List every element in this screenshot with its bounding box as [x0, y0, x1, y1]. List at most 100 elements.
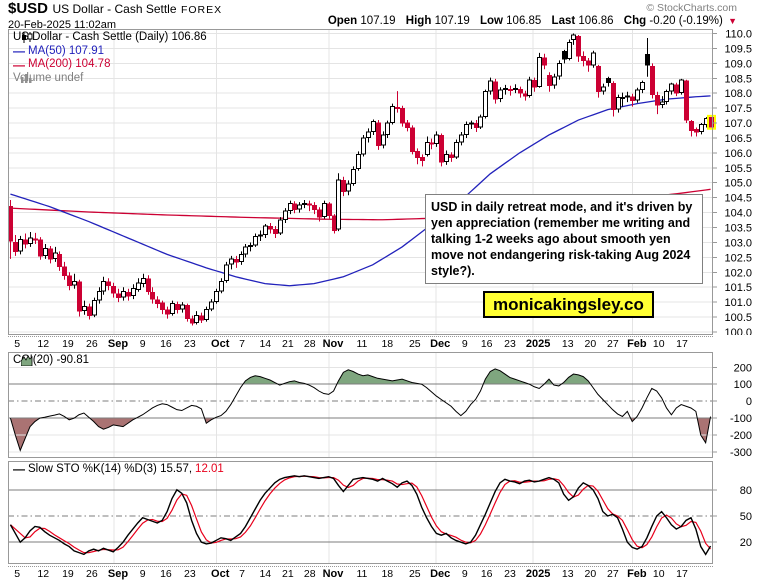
date-label: 7: [239, 568, 245, 580]
chg-value: -0.20 (-0.19%): [649, 15, 723, 27]
y-axis-tick: -300: [730, 447, 752, 458]
candle-body: [591, 52, 596, 66]
price-legend: US Dollar - Cash Settle (Daily) 106.86 —…: [13, 31, 207, 85]
candle-body: [537, 56, 542, 88]
y-axis-tick: 110.0: [725, 29, 752, 40]
change-down-triangle-icon: ▼: [728, 16, 737, 26]
candle-body: [606, 77, 611, 84]
date-label: 13: [561, 338, 574, 350]
candle-body: [283, 210, 288, 220]
candle-body: [87, 306, 92, 317]
y-axis-tick: 102.5: [724, 252, 752, 264]
y-axis-tick: -100: [730, 413, 752, 425]
candle-body: [307, 203, 312, 206]
y-axis-tick: 106.5: [724, 133, 752, 145]
candle-body: [121, 291, 126, 298]
cci-overbought-fill: [243, 368, 591, 385]
candle-body: [180, 304, 185, 310]
candle-body: [126, 291, 131, 297]
y-axis-tick: 80: [740, 485, 752, 497]
y-axis-tick: -200: [730, 430, 752, 442]
candle-body: [356, 153, 361, 170]
candle-body: [674, 84, 679, 94]
candle-body: [288, 203, 293, 212]
candle-body: [532, 79, 537, 88]
legend-title: US Dollar - Cash Settle (Daily) 106.86: [13, 31, 207, 43]
candle-body: [190, 318, 195, 324]
candle-body: [425, 141, 430, 155]
candle-body: [684, 80, 689, 121]
candle-body: [488, 80, 493, 92]
y-axis-tick: 102.0: [724, 267, 752, 279]
candle-body: [150, 291, 155, 300]
candle-body: [390, 106, 395, 123]
ma50-line-swatch: —: [13, 44, 25, 59]
candle-body: [317, 209, 322, 218]
candle-body: [165, 309, 170, 315]
candle-body: [464, 124, 469, 135]
date-label: 5: [14, 338, 21, 350]
candle-body: [48, 248, 53, 260]
panel-border: [8, 461, 713, 564]
candle-body: [327, 203, 332, 217]
candle-body: [28, 237, 33, 244]
candle-body: [224, 264, 229, 282]
date-label: 14: [259, 568, 272, 580]
y-axis-tick: 101.5: [724, 282, 752, 294]
candle-body: [263, 225, 268, 235]
date-label: 18: [381, 568, 394, 580]
y-axis-tick: 0: [746, 396, 752, 408]
candle-body: [444, 153, 449, 162]
sto-d-line: [10, 475, 712, 554]
date-label: 16: [160, 338, 172, 350]
date-label: Sep: [107, 568, 129, 580]
copyright: © StockCharts.com: [646, 2, 737, 14]
candle-body: [640, 82, 645, 91]
y-axis-tick: 100: [734, 379, 752, 391]
y-axis-tick: 107.5: [724, 103, 752, 115]
candle-body: [542, 57, 547, 66]
candle-body: [400, 108, 405, 124]
y-axis-tick: 106.0: [724, 148, 752, 160]
date-label: 16: [480, 338, 493, 350]
date-label: Feb: [627, 338, 647, 350]
y-axis-tick: 100.5: [724, 312, 752, 324]
candle-body: [415, 150, 420, 158]
y-axis-tick: 103.5: [724, 223, 752, 235]
date-label: 27: [607, 338, 619, 350]
candle-body: [351, 168, 356, 185]
last-candle-highlight: [707, 114, 716, 130]
candle-body: [567, 41, 572, 59]
candle-body: [434, 134, 439, 144]
date-label: 23: [504, 568, 516, 580]
candle-body: [239, 253, 244, 262]
candle-body: [571, 34, 576, 40]
y-axis-tick: 109.5: [724, 43, 752, 55]
date-label: 23: [184, 568, 196, 580]
candle-body: [33, 238, 38, 241]
candle-body: [361, 137, 366, 155]
date-label: 20: [584, 338, 597, 350]
y-axis-tick: 100.0: [724, 327, 752, 335]
y-axis-tick: 108.5: [724, 73, 752, 85]
candle-body: [581, 55, 586, 61]
cci-panel: 200 100 0 -100 -200 -300: [8, 352, 752, 458]
candle-body: [57, 253, 62, 267]
y-axis-tick: 103.0: [724, 237, 752, 249]
date-label: 23: [184, 338, 196, 350]
candle-body: [498, 89, 503, 100]
candle-body: [243, 246, 248, 255]
date-label: 9: [139, 338, 146, 350]
candle-body: [709, 116, 714, 128]
candle-body: [209, 301, 214, 310]
instrument-title: US Dollar - Cash Settle: [52, 2, 177, 16]
candle-body: [376, 122, 381, 146]
y-axis-tick: 108.0: [724, 88, 752, 100]
candle-body: [214, 291, 219, 303]
candle-body: [596, 65, 601, 93]
date-label: 2025: [525, 568, 551, 580]
panel-border: [8, 352, 713, 458]
cci-legend: CCI(20) -90.81: [13, 354, 89, 366]
y-axis-tick: 200: [734, 362, 752, 374]
y-axis-tick: 109.0: [724, 58, 752, 70]
